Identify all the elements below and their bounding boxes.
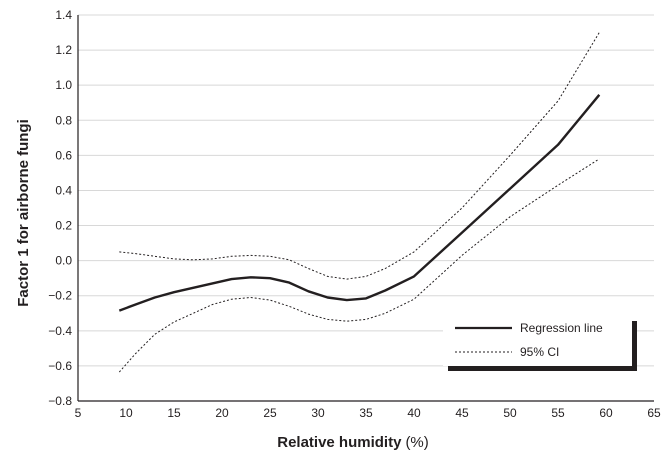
x-tick-label: 30 [311, 406, 325, 420]
x-tick-label: 20 [215, 406, 229, 420]
y-tick-label: 0.6 [55, 148, 72, 162]
x-tick-label: 5 [75, 406, 82, 420]
x-axis-title: Relative humidity (%) [277, 434, 429, 451]
y-tick-label: 0.4 [55, 183, 72, 197]
grid-lines [78, 14, 654, 367]
y-tick-label: −0.4 [48, 324, 72, 338]
ci-upper-line [119, 32, 600, 280]
x-tick-label: 40 [407, 406, 421, 420]
y-tick-label: 1.4 [55, 8, 72, 22]
x-tick-label: 50 [503, 406, 517, 420]
axes [77, 15, 654, 402]
x-tick-label: 10 [119, 406, 133, 420]
x-tick-labels: 5 10 15 20 25 30 35 40 45 50 55 60 65 [75, 406, 661, 420]
y-tick-label: −0.6 [48, 359, 72, 373]
y-tick-label: −0.8 [48, 394, 72, 408]
x-tick-label: 65 [647, 406, 661, 420]
x-tick-label: 55 [551, 406, 565, 420]
x-tick-label: 35 [359, 406, 373, 420]
legend-regression-label: Regression line [520, 321, 603, 335]
y-tick-label: 0.0 [55, 254, 72, 268]
x-tick-label: 25 [263, 406, 277, 420]
regression-line [118, 94, 601, 312]
legend-box [443, 316, 632, 366]
ci-lower-line [118, 158, 600, 373]
y-tick-labels: −0.8 −0.6 −0.4 −0.2 0.0 0.2 0.4 0.6 0.8 1.0 1.2 1.4 [48, 8, 72, 408]
y-tick-label: 0.2 [55, 219, 72, 233]
x-axis-title-text: Relative humidity [277, 434, 402, 451]
y-tick-label: −0.2 [48, 289, 72, 303]
x-axis-title-unit: (%) [405, 434, 428, 451]
x-tick-label: 15 [167, 406, 181, 420]
y-axis-title: Factor 1 for airborne fungi [15, 119, 32, 307]
x-tick-label: 60 [599, 406, 613, 420]
legend: Regression line 95% CI [443, 316, 637, 371]
y-tick-label: 1.0 [55, 78, 72, 92]
legend-ci-label: 95% CI [520, 345, 559, 359]
y-tick-label: 0.8 [55, 113, 72, 127]
y-tick-label: 1.2 [55, 43, 72, 57]
x-tick-label: 45 [455, 406, 469, 420]
series-lines [118, 32, 601, 373]
